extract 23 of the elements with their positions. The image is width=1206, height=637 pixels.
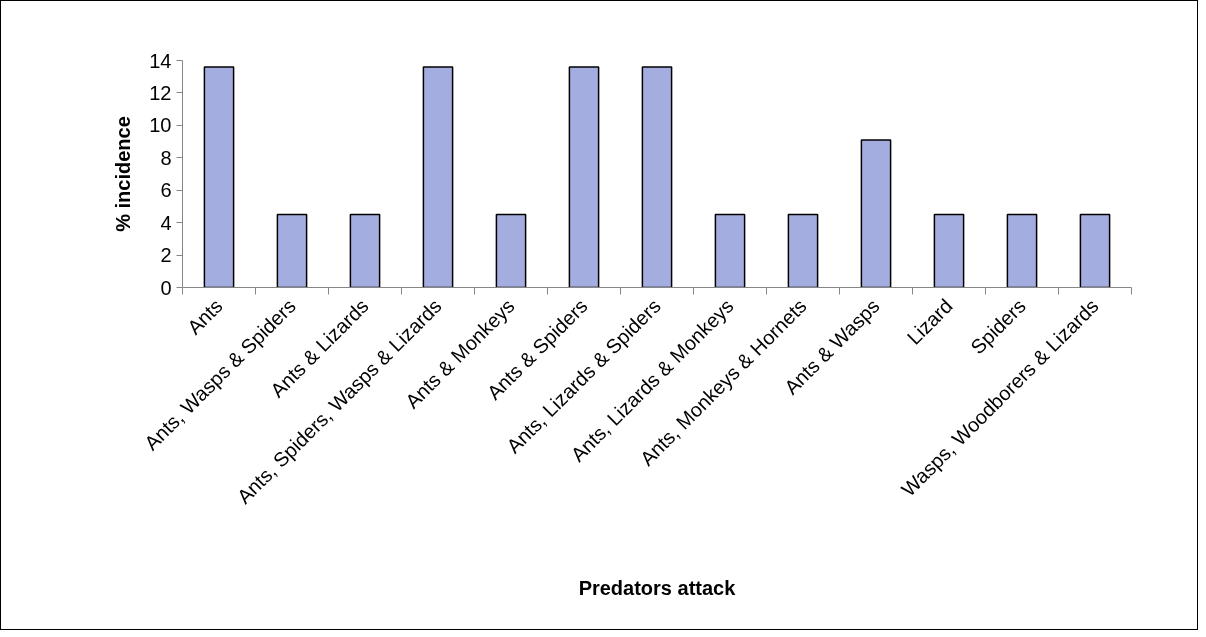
y-tick-label: 4 bbox=[160, 211, 172, 234]
bar bbox=[568, 66, 600, 288]
y-tick-label: 8 bbox=[160, 146, 172, 169]
bar bbox=[422, 66, 454, 288]
y-tick-label: 14 bbox=[149, 49, 172, 72]
y-tick-label: 0 bbox=[160, 276, 172, 299]
bar bbox=[714, 213, 746, 288]
bar bbox=[1079, 213, 1111, 288]
bar bbox=[860, 139, 892, 288]
y-tick-label: 12 bbox=[149, 81, 172, 104]
bar bbox=[203, 66, 235, 288]
y-tick-label: 10 bbox=[149, 114, 172, 137]
y-tick-label: 6 bbox=[160, 179, 172, 202]
y-tick-label: 2 bbox=[160, 244, 172, 267]
bar bbox=[495, 213, 527, 288]
bar bbox=[787, 213, 819, 288]
x-axis-title: Predators attack bbox=[578, 576, 737, 599]
bar bbox=[641, 66, 673, 288]
y-axis-title: % incidence bbox=[112, 116, 135, 232]
bar bbox=[349, 213, 381, 288]
bar bbox=[276, 213, 308, 288]
bar bbox=[1006, 213, 1038, 288]
bar bbox=[933, 213, 965, 288]
